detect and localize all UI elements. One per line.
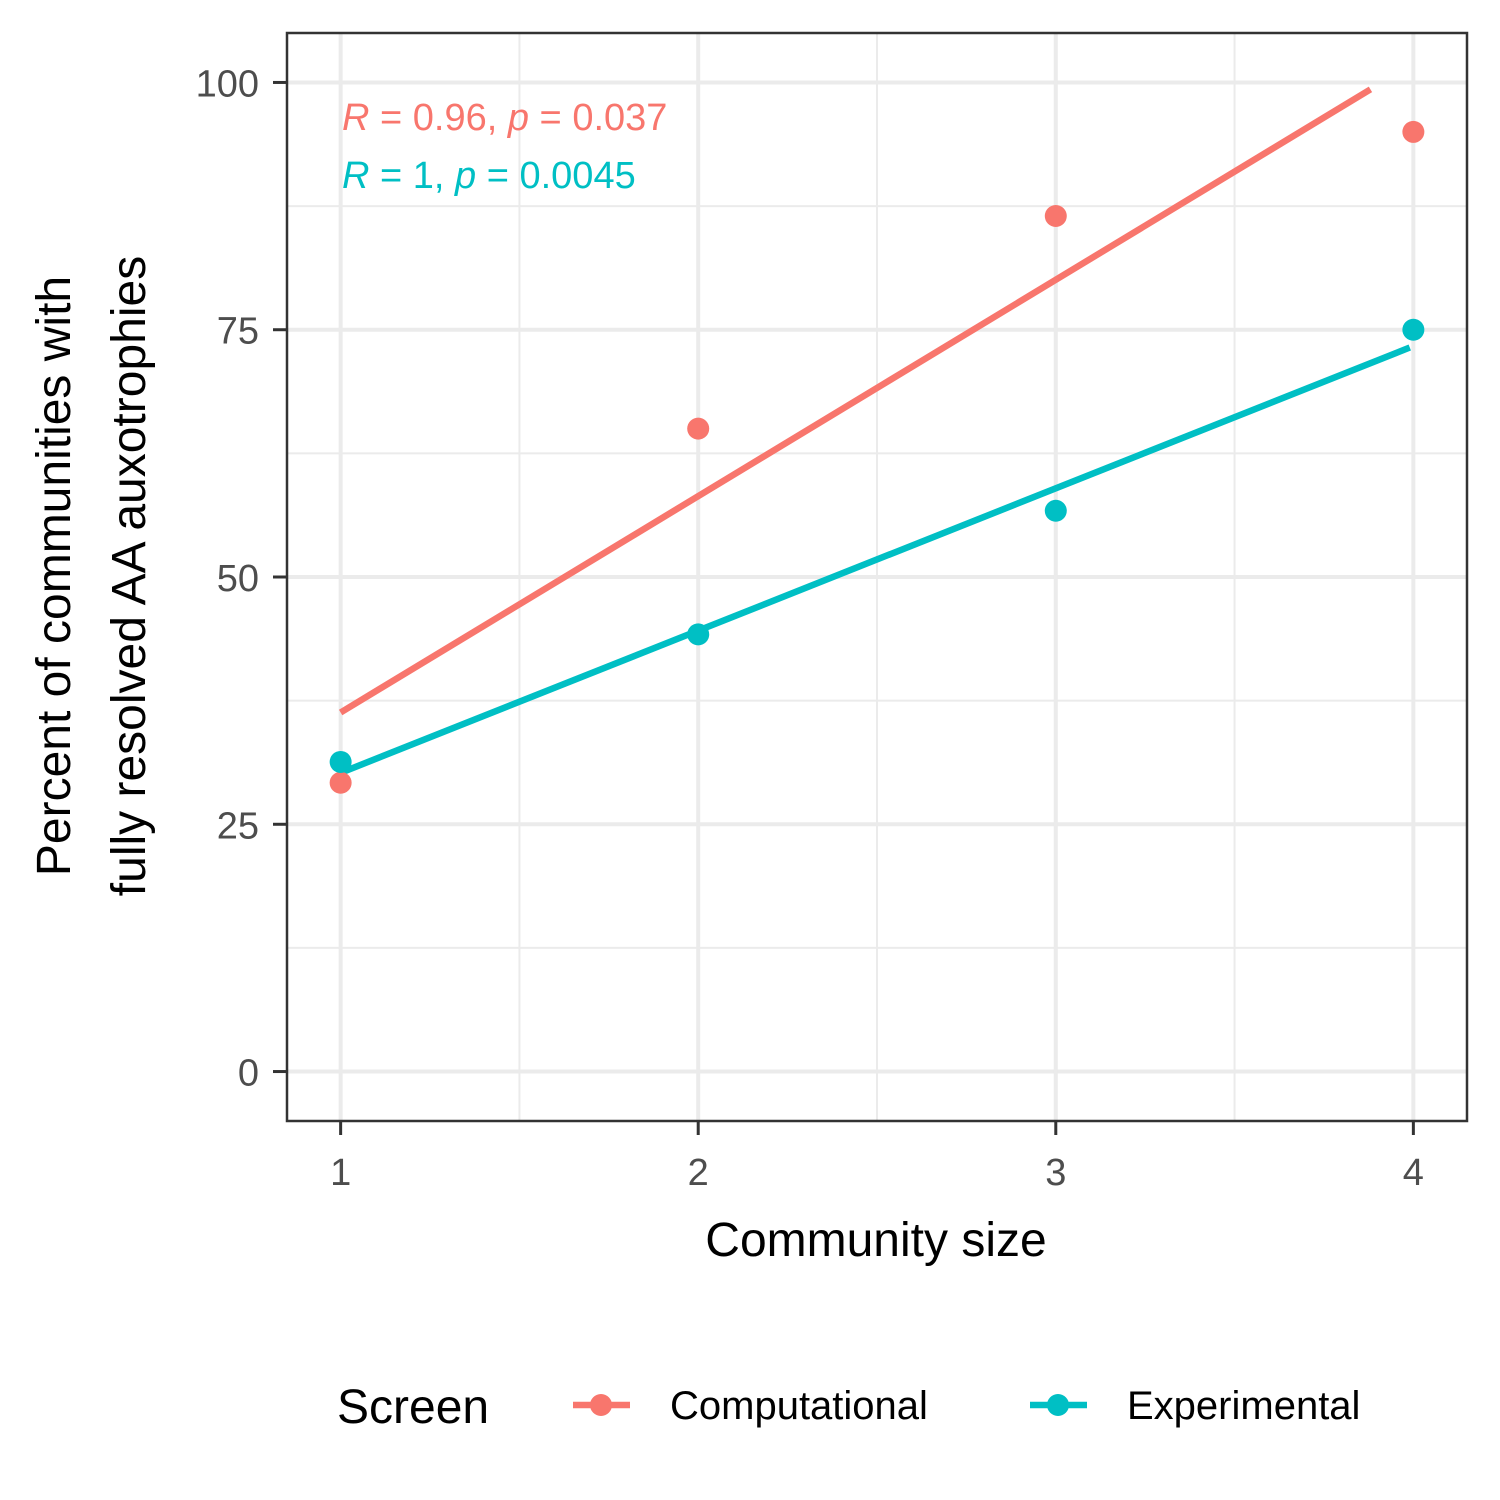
- y-axis-title-line-2: fully resolved AA auxotrophies: [103, 256, 156, 896]
- x-tick-label: 2: [688, 1152, 709, 1194]
- y-tick-label: 75: [217, 311, 259, 353]
- point-computational: [1044, 204, 1067, 227]
- stat-computational: R = 0.96, p = 0.037: [342, 97, 667, 139]
- stat-experimental: R = 1, p = 0.0045: [342, 155, 636, 197]
- x-tick-label: 4: [1403, 1152, 1424, 1194]
- legend-key-point-computational: [590, 1394, 612, 1416]
- fit-line-experimental: [339, 344, 1411, 776]
- legend-title: Screen: [337, 1381, 489, 1434]
- point-experimental: [329, 750, 352, 773]
- y-tick-label: 50: [217, 558, 259, 600]
- legend-label-computational: Computational: [670, 1384, 928, 1428]
- legend-label-experimental: Experimental: [1127, 1384, 1360, 1428]
- fit-line-computational: [338, 86, 1373, 716]
- y-tick-label: 25: [217, 805, 259, 847]
- point-experimental: [1044, 499, 1067, 522]
- legend: Screen Computational Experimental: [337, 1381, 1360, 1434]
- point-experimental: [687, 623, 710, 646]
- point-experimental: [1402, 318, 1425, 341]
- y-axis: 0 25 50 75 100: [196, 63, 287, 1095]
- y-axis-title-line-1: Percent of communities with: [28, 276, 81, 876]
- point-computational: [687, 417, 710, 440]
- x-tick-label: 3: [1045, 1152, 1066, 1194]
- fit-lines: [338, 86, 1411, 776]
- y-axis-title: Percent of communities with fully resolv…: [28, 256, 156, 896]
- x-axis: 1 2 3 4: [330, 1121, 1424, 1194]
- y-tick-label: 100: [196, 63, 259, 105]
- point-computational: [329, 771, 352, 794]
- legend-key-point-experimental: [1047, 1394, 1069, 1416]
- y-tick-label: 0: [238, 1053, 259, 1095]
- grid-major: [287, 33, 1467, 1121]
- stat-annotations: R = 0.96, p = 0.037 R = 1, p = 0.0045: [342, 97, 667, 197]
- x-axis-title: Community size: [705, 1214, 1046, 1267]
- data-points: [329, 120, 1425, 794]
- x-tick-label: 1: [330, 1152, 351, 1194]
- point-computational: [1402, 120, 1425, 143]
